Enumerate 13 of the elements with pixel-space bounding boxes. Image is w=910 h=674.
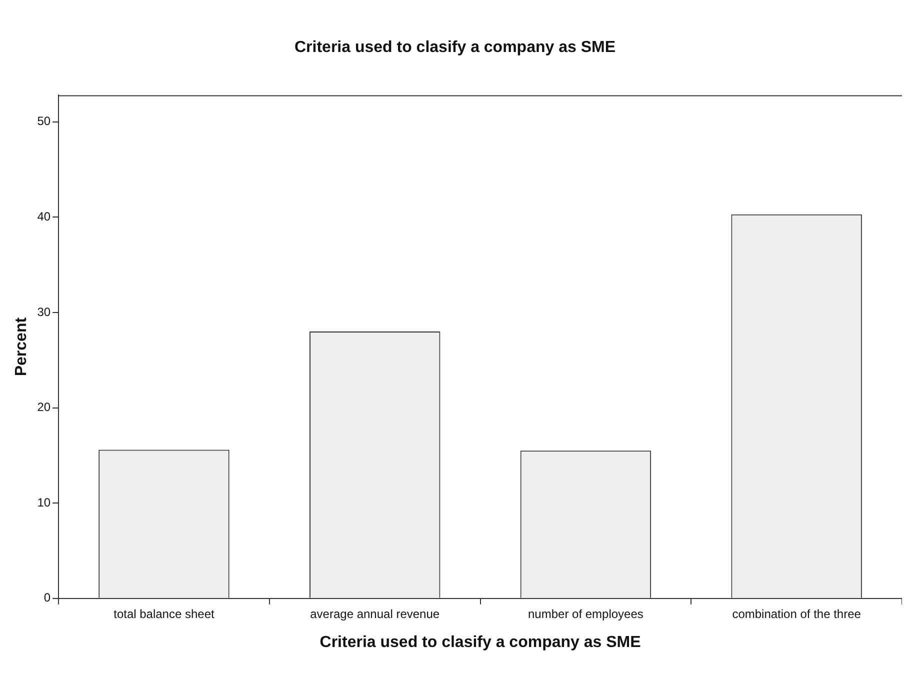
- chart-title: Criteria used to clasify a company as SME: [294, 39, 616, 56]
- y-tick-label: 0: [44, 590, 51, 605]
- x-tick-label: number of employees: [528, 606, 644, 621]
- y-tick-label: 40: [37, 210, 51, 224]
- x-tick-label: average annual revenue: [310, 606, 440, 621]
- y-tick-label: 50: [37, 114, 51, 128]
- x-tick-label: combination of the three: [732, 606, 862, 621]
- y-axis-title: Percent: [13, 316, 30, 376]
- y-tick-label: 30: [37, 304, 51, 319]
- x-tick-label: total balance sheet: [114, 606, 216, 621]
- y-tick-label: 10: [37, 495, 51, 510]
- x-axis-title: Criteria used to clasify a company as SME: [320, 634, 642, 651]
- y-tick-label: 20: [37, 400, 51, 414]
